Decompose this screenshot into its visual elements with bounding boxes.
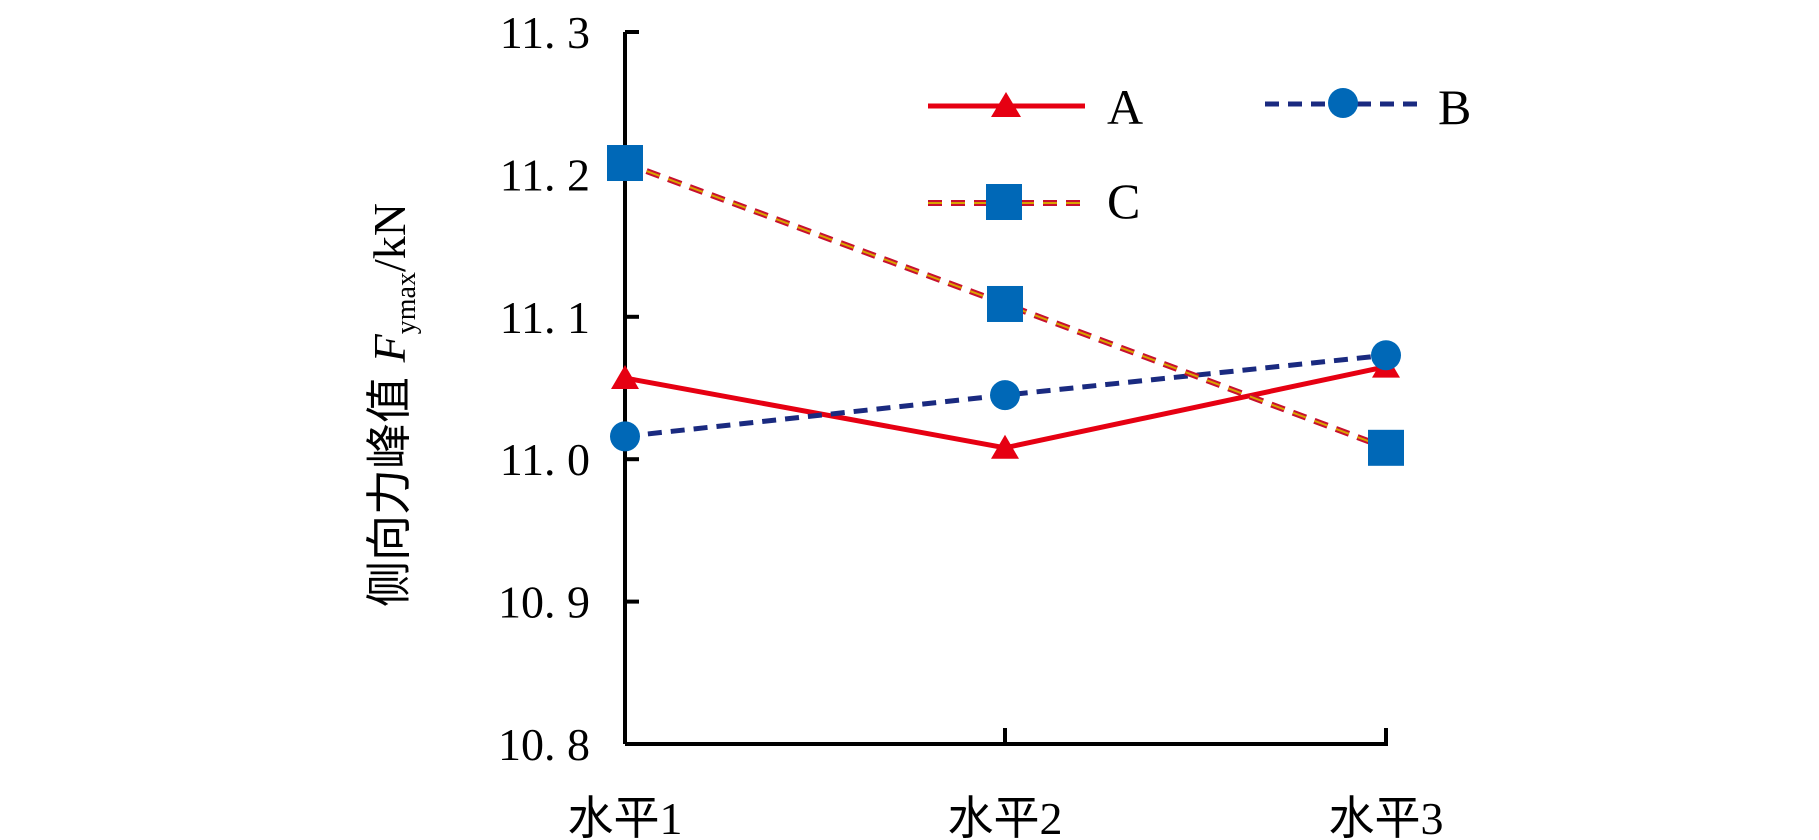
y-tick-label: 11. 3: [500, 7, 590, 58]
y-axis-title-subscript: ymax: [391, 272, 422, 334]
y-ticks: 10. 8 10. 9 11. 0 11. 1 11. 2 11. 3: [498, 7, 639, 770]
legend: A B C: [928, 79, 1471, 229]
data-point-b-3: [1371, 340, 1401, 371]
legend-label-c: C: [1107, 173, 1140, 229]
legend-item-b: B: [1265, 79, 1471, 135]
legend-label-a: A: [1107, 79, 1143, 135]
y-axis-title: 侧向力峰值 Fymax/kN: [362, 203, 422, 607]
legend-marker-b: [1328, 88, 1358, 118]
x-tick-label: 水平2: [948, 793, 1063, 840]
series-line-b: [624, 352, 1387, 439]
x-tick-label: 水平3: [1329, 793, 1444, 840]
series-b: [610, 340, 1401, 452]
data-point-c-2: [987, 285, 1023, 322]
legend-item-a: A: [928, 79, 1143, 135]
axes: 10. 8 10. 9 11. 0 11. 1 11. 2 11. 3 水平1 水平2 水平3: [498, 7, 1444, 840]
data-point-c-3: [1368, 429, 1404, 466]
data-point-c-1: [607, 145, 643, 182]
y-axis-title-prefix: 侧向力峰值: [362, 362, 416, 607]
y-axis-title-unit: /kN: [364, 203, 415, 272]
data-point-a-1: [611, 365, 639, 390]
legend-label-b: B: [1438, 79, 1471, 135]
series-c: [607, 145, 1404, 466]
legend-marker-c: [986, 184, 1022, 220]
data-point-b-2: [990, 380, 1020, 411]
series-layer: [607, 145, 1404, 466]
x-tick-label: 水平1: [568, 793, 683, 840]
y-tick-label: 11. 0: [500, 434, 590, 485]
legend-marker-a: [991, 92, 1021, 117]
y-tick-label: 10. 8: [498, 719, 590, 770]
y-tick-label: 10. 9: [498, 577, 590, 628]
x-ticks: 水平1 水平2 水平3: [568, 728, 1444, 840]
y-tick-label: 11. 1: [500, 292, 590, 343]
y-tick-label: 11. 2: [500, 149, 590, 200]
data-point-a-2: [991, 434, 1019, 459]
legend-item-c: C: [928, 173, 1140, 229]
y-axis-title-variable: F: [364, 333, 415, 363]
series-line-inner-c: [624, 162, 1387, 449]
data-point-b-1: [610, 421, 640, 452]
